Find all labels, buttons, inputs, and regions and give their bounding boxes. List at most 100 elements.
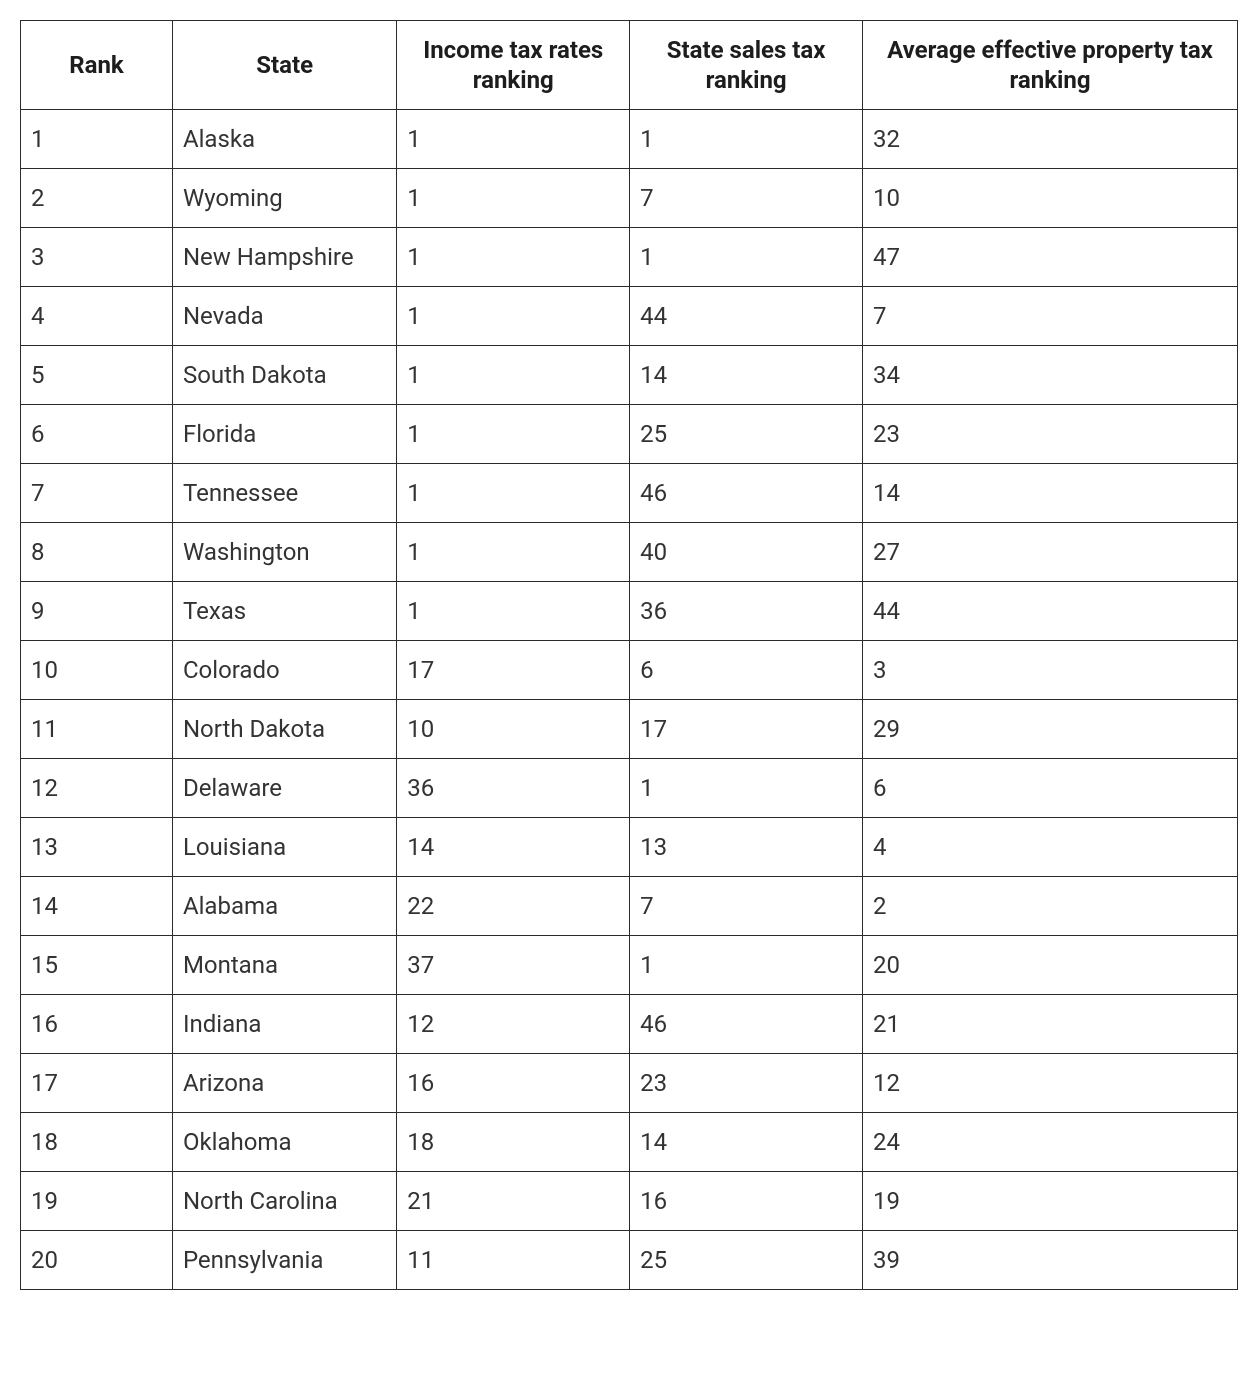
table-cell: 24 xyxy=(863,1113,1238,1172)
table-cell: 7 xyxy=(630,877,863,936)
table-cell: 3 xyxy=(863,641,1238,700)
table-cell: 12 xyxy=(397,995,630,1054)
table-cell: 2 xyxy=(21,169,173,228)
table-cell: 12 xyxy=(863,1054,1238,1113)
table-cell: 1 xyxy=(21,110,173,169)
table-cell: Arizona xyxy=(172,1054,396,1113)
table-cell: 40 xyxy=(630,523,863,582)
table-cell: 44 xyxy=(630,287,863,346)
table-cell: 44 xyxy=(863,582,1238,641)
table-cell: 16 xyxy=(397,1054,630,1113)
table-cell: 14 xyxy=(630,346,863,405)
table-cell: Alabama xyxy=(172,877,396,936)
table-cell: 1 xyxy=(630,228,863,287)
table-cell: 3 xyxy=(21,228,173,287)
table-cell: 25 xyxy=(630,1231,863,1290)
tax-ranking-table: Rank State Income tax rates ranking Stat… xyxy=(20,20,1238,1290)
table-cell: 1 xyxy=(397,523,630,582)
table-cell: 11 xyxy=(397,1231,630,1290)
table-cell: 7 xyxy=(863,287,1238,346)
table-cell: 4 xyxy=(863,818,1238,877)
table-cell: 1 xyxy=(397,110,630,169)
table-cell: 34 xyxy=(863,346,1238,405)
table-cell: 47 xyxy=(863,228,1238,287)
table-cell: 6 xyxy=(863,759,1238,818)
table-cell: 16 xyxy=(21,995,173,1054)
table-cell: Colorado xyxy=(172,641,396,700)
table-cell: Wyoming xyxy=(172,169,396,228)
table-cell: 27 xyxy=(863,523,1238,582)
table-cell: 15 xyxy=(21,936,173,995)
table-cell: 22 xyxy=(397,877,630,936)
table-row: 17Arizona162312 xyxy=(21,1054,1238,1113)
table-cell: Delaware xyxy=(172,759,396,818)
table-cell: Pennsylvania xyxy=(172,1231,396,1290)
table-cell: 25 xyxy=(630,405,863,464)
table-cell: 4 xyxy=(21,287,173,346)
table-row: 6Florida12523 xyxy=(21,405,1238,464)
table-row: 7Tennessee14614 xyxy=(21,464,1238,523)
table-cell: 1 xyxy=(397,287,630,346)
table-cell: 37 xyxy=(397,936,630,995)
table-cell: Nevada xyxy=(172,287,396,346)
table-cell: 7 xyxy=(630,169,863,228)
table-cell: 14 xyxy=(21,877,173,936)
table-cell: Tennessee xyxy=(172,464,396,523)
table-row: 16Indiana124621 xyxy=(21,995,1238,1054)
table-row: 1Alaska1132 xyxy=(21,110,1238,169)
table-body: 1Alaska11322Wyoming17103New Hampshire114… xyxy=(21,110,1238,1290)
table-cell: 36 xyxy=(397,759,630,818)
col-header-rank: Rank xyxy=(21,21,173,110)
table-cell: 14 xyxy=(630,1113,863,1172)
table-row: 13Louisiana14134 xyxy=(21,818,1238,877)
table-cell: 39 xyxy=(863,1231,1238,1290)
table-cell: 13 xyxy=(630,818,863,877)
col-header-income: Income tax rates ranking xyxy=(397,21,630,110)
table-cell: North Carolina xyxy=(172,1172,396,1231)
table-cell: 18 xyxy=(397,1113,630,1172)
table-cell: 14 xyxy=(397,818,630,877)
table-row: 11North Dakota101729 xyxy=(21,700,1238,759)
table-cell: Oklahoma xyxy=(172,1113,396,1172)
table-row: 9Texas13644 xyxy=(21,582,1238,641)
table-cell: 20 xyxy=(21,1231,173,1290)
table-row: 2Wyoming1710 xyxy=(21,169,1238,228)
table-row: 20Pennsylvania112539 xyxy=(21,1231,1238,1290)
table-cell: 6 xyxy=(21,405,173,464)
table-cell: South Dakota xyxy=(172,346,396,405)
table-cell: 23 xyxy=(863,405,1238,464)
table-cell: Texas xyxy=(172,582,396,641)
table-cell: 1 xyxy=(630,759,863,818)
table-cell: New Hampshire xyxy=(172,228,396,287)
table-cell: Montana xyxy=(172,936,396,995)
table-row: 5South Dakota11434 xyxy=(21,346,1238,405)
table-cell: Indiana xyxy=(172,995,396,1054)
table-cell: 14 xyxy=(863,464,1238,523)
table-cell: 10 xyxy=(863,169,1238,228)
table-cell: 1 xyxy=(397,405,630,464)
table-cell: 46 xyxy=(630,995,863,1054)
table-cell: 21 xyxy=(397,1172,630,1231)
table-cell: 16 xyxy=(630,1172,863,1231)
col-header-property: Average effective property tax ranking xyxy=(863,21,1238,110)
table-cell: 10 xyxy=(21,641,173,700)
table-cell: 1 xyxy=(397,464,630,523)
table-cell: 9 xyxy=(21,582,173,641)
table-cell: 1 xyxy=(630,936,863,995)
table-cell: 17 xyxy=(630,700,863,759)
table-cell: 32 xyxy=(863,110,1238,169)
table-cell: 19 xyxy=(21,1172,173,1231)
table-cell: Florida xyxy=(172,405,396,464)
table-cell: 20 xyxy=(863,936,1238,995)
table-row: 10Colorado1763 xyxy=(21,641,1238,700)
table-cell: 1 xyxy=(397,582,630,641)
table-cell: 1 xyxy=(397,169,630,228)
table-row: 3New Hampshire1147 xyxy=(21,228,1238,287)
table-row: 14Alabama2272 xyxy=(21,877,1238,936)
table-cell: Louisiana xyxy=(172,818,396,877)
table-cell: 6 xyxy=(630,641,863,700)
table-row: 19North Carolina211619 xyxy=(21,1172,1238,1231)
table-cell: Washington xyxy=(172,523,396,582)
table-cell: 8 xyxy=(21,523,173,582)
table-cell: 5 xyxy=(21,346,173,405)
